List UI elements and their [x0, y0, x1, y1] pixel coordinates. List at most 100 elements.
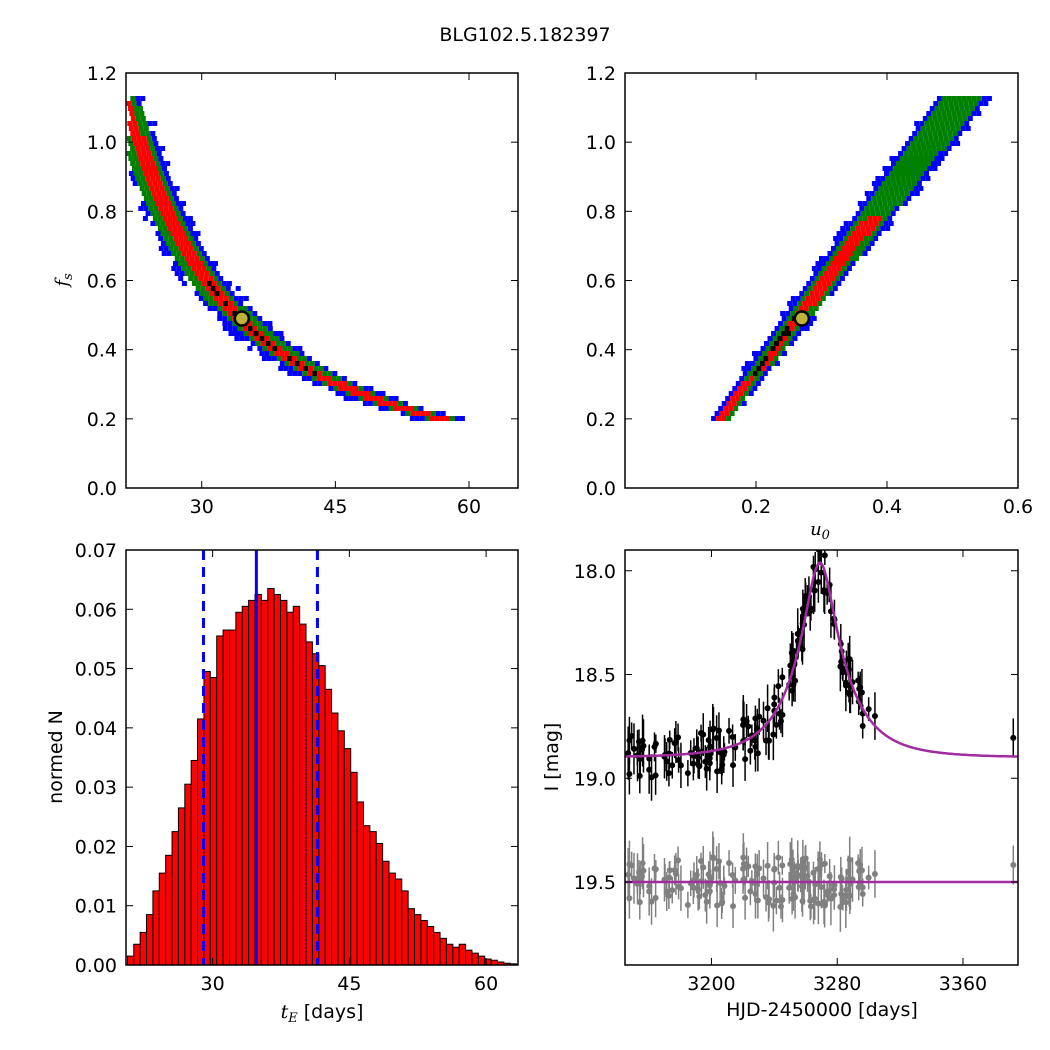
- heatmap-cell: [337, 381, 343, 386]
- residual-point: [1010, 862, 1017, 869]
- heatmap-cell: [294, 351, 300, 356]
- heatmap-cell: [770, 346, 776, 351]
- heatmap-cell: [160, 146, 166, 151]
- heatmap-cell: [162, 166, 167, 171]
- heatmap-cell: [823, 271, 829, 276]
- heatmap-cell: [906, 196, 912, 201]
- heatmap-cell: [882, 201, 888, 206]
- heatmap-cell: [986, 96, 992, 101]
- heatmap-cell: [728, 406, 734, 411]
- residual-point: [715, 858, 722, 865]
- data-point: [871, 713, 878, 720]
- heatmap-cell: [960, 126, 966, 131]
- heatmap-cell: [126, 151, 132, 156]
- heatmap-cell: [787, 336, 793, 341]
- heatmap-cell: [923, 136, 929, 141]
- data-point: [799, 646, 806, 653]
- heatmap-cell: [165, 161, 171, 166]
- heatmap-cell: [740, 396, 746, 401]
- heatmap-cell: [936, 111, 942, 116]
- heatmap-cell: [908, 151, 914, 156]
- heatmap-cell: [312, 381, 318, 386]
- heatmap-cell: [163, 246, 169, 251]
- heatmap-cell: [328, 386, 334, 391]
- heatmap-cell: [162, 226, 168, 231]
- heatmap-cell: [963, 101, 969, 106]
- residual-point: [625, 871, 632, 878]
- heatmap-cell: [816, 266, 822, 271]
- heatmap-cell: [186, 251, 192, 256]
- heatmap-cell: [928, 151, 934, 156]
- heatmap-cell: [835, 261, 841, 266]
- y-tick-label: 18.0: [574, 561, 616, 583]
- heatmap-cell: [168, 246, 174, 251]
- histogram-bar: [439, 937, 447, 966]
- heatmap-cell: [816, 281, 822, 286]
- heatmap-cell: [945, 126, 951, 131]
- p3-ylabel: normed N: [45, 710, 67, 804]
- heatmap-cell: [206, 281, 212, 286]
- heatmap-cell: [892, 201, 898, 206]
- heatmap-cell: [811, 316, 817, 321]
- data-point: [648, 774, 655, 781]
- heatmap-cell: [851, 246, 856, 251]
- heatmap-cell: [228, 296, 234, 301]
- heatmap-cell: [382, 401, 388, 406]
- heatmap-cell: [820, 261, 826, 266]
- data-point: [747, 747, 754, 754]
- heatmap-cell: [193, 236, 199, 241]
- heatmap-cell: [188, 261, 193, 266]
- heatmap-cell: [809, 276, 815, 281]
- heatmap-cell: [914, 121, 920, 126]
- heatmap-cell: [189, 271, 195, 276]
- residual-point: [646, 888, 653, 895]
- heatmap-cell: [398, 406, 404, 411]
- heatmap-cell: [719, 411, 725, 416]
- heatmap-cell: [935, 141, 941, 146]
- histogram-bar: [126, 955, 135, 966]
- heatmap-cell: [794, 326, 800, 331]
- heatmap-cell: [932, 116, 938, 121]
- heatmap-cell: [846, 266, 852, 271]
- histogram-bar: [190, 759, 199, 966]
- histogram-bar: [433, 931, 441, 966]
- heatmap-cell: [196, 281, 202, 286]
- heatmap-cell: [157, 166, 162, 171]
- heatmap-cell: [833, 236, 839, 241]
- heatmap-cell: [350, 391, 356, 396]
- heatmap-cell: [821, 281, 827, 286]
- histogram-bar: [465, 949, 473, 966]
- heatmap-cell: [881, 196, 887, 201]
- data-point: [846, 691, 853, 698]
- heatmap-cell: [172, 216, 178, 221]
- heatmap-cell: [200, 286, 206, 291]
- data-point: [764, 705, 771, 712]
- heatmap-cell: [162, 181, 168, 186]
- heatmap-cell: [978, 101, 984, 106]
- heatmap-cell: [857, 201, 863, 206]
- heatmap-cell: [201, 266, 207, 271]
- heatmap-cell: [143, 196, 149, 201]
- y-tick-label: 0.06: [75, 599, 117, 621]
- heatmap-cell: [900, 176, 906, 181]
- heatmap-cell: [918, 151, 924, 156]
- heatmap-cell: [173, 261, 178, 266]
- heatmap-cell: [130, 96, 136, 101]
- heatmap-cell: [158, 206, 164, 211]
- heatmap-cell: [981, 96, 987, 101]
- heatmap-cell: [882, 166, 888, 171]
- residual-point: [707, 874, 714, 881]
- heatmap-cell: [856, 231, 862, 236]
- heatmap-cell: [223, 301, 229, 306]
- heatmap-cell: [233, 331, 239, 336]
- heatmap-cell: [877, 201, 883, 206]
- p1-plot-area: [126, 96, 465, 421]
- heatmap-cell: [952, 131, 958, 136]
- data-point: [754, 750, 761, 757]
- heatmap-cell: [143, 206, 149, 211]
- histogram-bar: [305, 641, 313, 966]
- heatmap-cell: [925, 141, 931, 146]
- heatmap-cell: [184, 271, 190, 276]
- heatmap-cell: [130, 161, 136, 166]
- heatmap-cell: [158, 156, 164, 161]
